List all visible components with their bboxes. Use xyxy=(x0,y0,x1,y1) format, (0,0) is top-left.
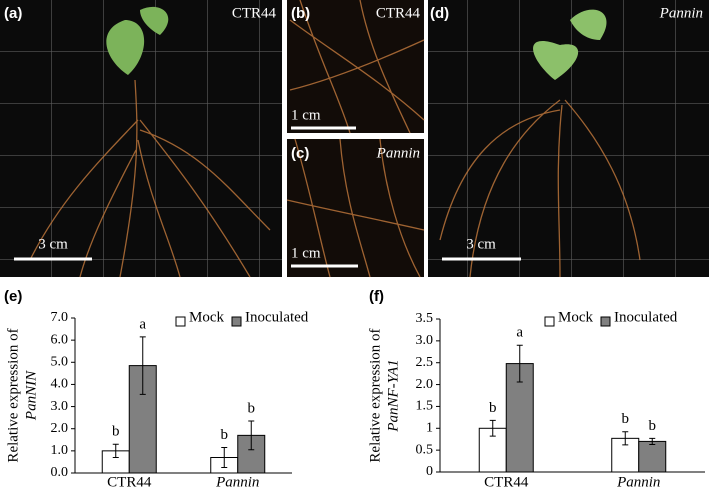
y-tick-label: 1.0 xyxy=(51,443,69,458)
x-tick-label: CTR44 xyxy=(484,474,529,489)
legend-swatch xyxy=(175,316,186,327)
error-bar xyxy=(139,336,146,395)
y-tick-label: 2.0 xyxy=(51,421,69,436)
panel-label: (b) xyxy=(291,5,310,22)
error-bar xyxy=(516,344,523,383)
panel-label: (c) xyxy=(291,145,309,162)
photo-c xyxy=(286,138,425,278)
panel-caption: Pannin xyxy=(659,5,703,21)
error-bar xyxy=(221,447,228,468)
bar xyxy=(638,440,667,473)
y-tick-label: 4.0 xyxy=(51,377,69,392)
scale-label: 1 cm xyxy=(291,107,321,123)
scale-label: 3 cm xyxy=(38,236,68,252)
significance-letter: b xyxy=(622,411,630,427)
panel-label: (e) xyxy=(4,288,22,305)
photo-a xyxy=(0,0,282,278)
error-bar xyxy=(489,419,496,437)
legend-label: Mock xyxy=(189,309,224,325)
error-bar xyxy=(649,437,656,445)
significance-letter: b xyxy=(649,418,657,434)
panel-label: (f) xyxy=(369,288,384,305)
x-tick-label: Pannin xyxy=(616,474,660,489)
significance-letter: a xyxy=(139,316,146,332)
significance-letter: b xyxy=(489,400,497,416)
y-axis-label: PanNF-YA1 xyxy=(385,359,401,432)
photo-d xyxy=(428,0,709,278)
y-axis-label: Relative expression of xyxy=(367,328,383,462)
scale-label: 3 cm xyxy=(466,236,496,252)
y-tick-label: 0.0 xyxy=(51,465,69,480)
legend-label: Inoculated xyxy=(245,309,309,325)
error-bar xyxy=(112,443,119,458)
legend-swatch xyxy=(231,316,242,327)
y-tick-label: 0 xyxy=(426,464,433,479)
y-axis-label: PanNIN xyxy=(23,370,39,421)
y-tick-label: 3.0 xyxy=(416,333,434,348)
y-axis-label: Relative expression of xyxy=(5,328,21,462)
photo-b xyxy=(287,0,425,134)
y-tick-label: 2.5 xyxy=(416,355,434,370)
y-tick-label: 1 xyxy=(426,421,433,436)
significance-letter: b xyxy=(112,424,120,440)
y-tick-label: 2.0 xyxy=(416,377,434,392)
legend-swatch xyxy=(600,316,611,327)
error-bar xyxy=(248,420,255,451)
x-tick-label: Pannin xyxy=(215,474,259,489)
y-tick-label: 3.5 xyxy=(416,311,434,326)
y-tick-label: 1.5 xyxy=(416,399,434,414)
significance-letter: a xyxy=(516,325,523,341)
legend-swatch xyxy=(544,316,555,327)
y-tick-label: 6.0 xyxy=(51,332,69,347)
y-tick-label: 5.0 xyxy=(51,355,69,370)
panel-caption: Pannin xyxy=(376,145,420,161)
scale-label: 1 cm xyxy=(291,245,321,261)
y-tick-label: 7.0 xyxy=(51,310,69,325)
panel-caption: CTR44 xyxy=(232,5,277,21)
panel-caption: CTR44 xyxy=(376,5,421,21)
legend-label: Inoculated xyxy=(614,309,678,325)
x-tick-label: CTR44 xyxy=(107,474,152,489)
y-tick-label: 0.5 xyxy=(416,442,434,457)
significance-letter: b xyxy=(221,427,229,443)
panel-label: (d) xyxy=(430,5,449,22)
error-bar xyxy=(622,431,629,446)
significance-letter: b xyxy=(248,400,256,416)
legend-label: Mock xyxy=(558,309,593,325)
panel-label: (a) xyxy=(4,5,22,22)
y-tick-label: 3.0 xyxy=(51,399,69,414)
